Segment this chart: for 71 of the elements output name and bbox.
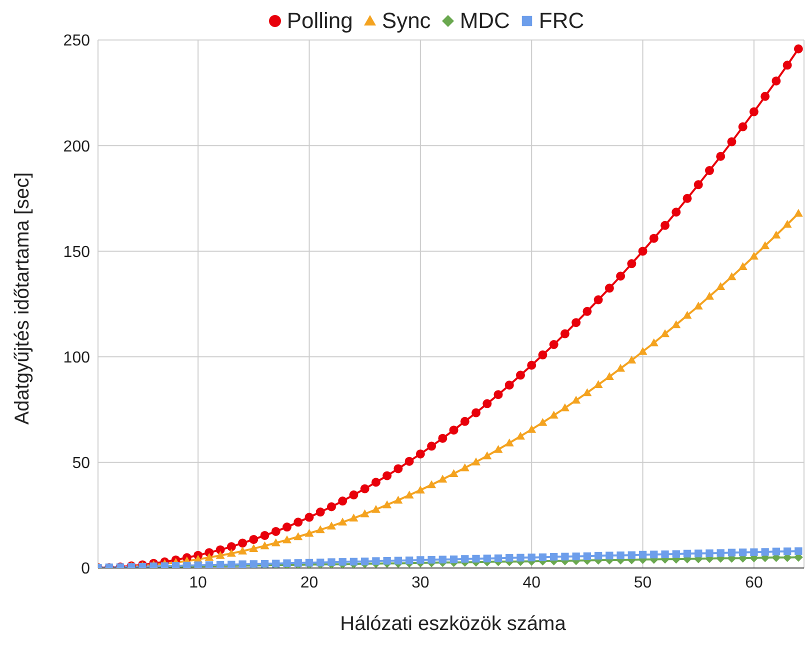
- y-tick-label: 0: [81, 560, 90, 578]
- point: [316, 525, 325, 534]
- point: [394, 496, 403, 504]
- point: [516, 432, 525, 440]
- point: [716, 282, 726, 290]
- point: [694, 302, 703, 310]
- point: [282, 535, 292, 544]
- point: [727, 272, 736, 280]
- point: [604, 372, 614, 380]
- point: [326, 522, 336, 530]
- legend-label: FRC: [538, 8, 584, 34]
- point: [271, 538, 280, 546]
- point: [627, 356, 636, 364]
- point: [538, 418, 548, 426]
- point: [404, 490, 414, 499]
- legend-label: MDC: [460, 8, 510, 34]
- point: [582, 388, 592, 396]
- point: [494, 445, 503, 453]
- point: [226, 548, 236, 557]
- y-tick-label: 150: [63, 244, 90, 261]
- legend-label: Sync: [382, 8, 431, 34]
- point: [260, 541, 270, 550]
- point: [472, 457, 481, 466]
- x-tick-label: 30: [412, 574, 430, 592]
- point: [216, 551, 225, 559]
- point: [782, 220, 792, 228]
- point: [382, 500, 392, 508]
- point: [760, 241, 770, 250]
- point: [482, 451, 492, 460]
- point: [794, 208, 803, 217]
- point: [649, 338, 658, 346]
- point: [427, 480, 436, 488]
- y-axis-title: Adatgyűjtés időtartama [sec]: [12, 172, 34, 424]
- point: [360, 509, 370, 518]
- x-tick-label: 20: [300, 574, 318, 592]
- point: [449, 469, 458, 477]
- point: [682, 310, 692, 319]
- x-tick-label: 60: [745, 574, 763, 592]
- point: [460, 463, 470, 472]
- x-tick-label: 50: [634, 574, 652, 592]
- point: [349, 514, 358, 522]
- point: [704, 292, 714, 300]
- point: [416, 486, 425, 494]
- x-axis-title: Hálózati eszközök száma: [339, 613, 567, 636]
- point: [438, 474, 448, 483]
- point: [304, 528, 314, 537]
- point: [772, 230, 781, 239]
- point: [749, 252, 758, 260]
- point: [594, 380, 603, 388]
- point: [638, 347, 648, 355]
- x-tick-label: 10: [189, 574, 208, 592]
- point: [371, 505, 380, 513]
- point: [504, 438, 514, 446]
- x-tick-label: 40: [522, 574, 541, 592]
- point: [672, 320, 681, 328]
- point: [572, 396, 581, 404]
- point: [338, 518, 348, 526]
- point: [294, 532, 303, 540]
- y-tick-label: 100: [63, 349, 90, 366]
- point: [238, 546, 248, 554]
- legend-label: Polling: [286, 8, 353, 34]
- point: [249, 544, 258, 552]
- point: [204, 552, 214, 561]
- point: [660, 329, 670, 338]
- point: [738, 262, 748, 270]
- y-tick-label: 200: [63, 138, 90, 156]
- point: [616, 364, 626, 372]
- y-tick-label: 250: [63, 32, 90, 50]
- y-tick-label: 50: [72, 455, 90, 472]
- point: [527, 424, 536, 433]
- point: [549, 410, 558, 419]
